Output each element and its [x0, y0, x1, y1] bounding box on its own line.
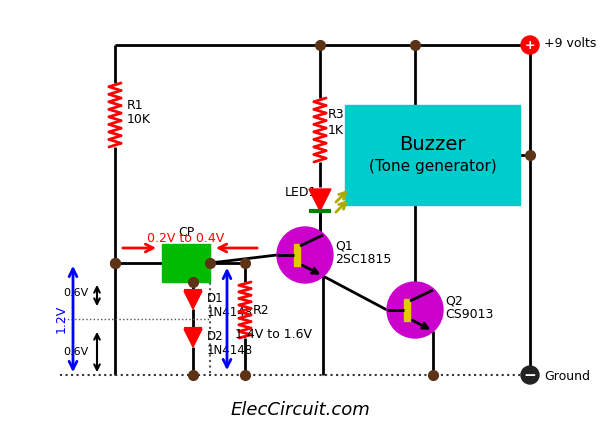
- Bar: [345, 105, 520, 205]
- Text: 2SC1815: 2SC1815: [335, 253, 391, 266]
- Text: Buzzer: Buzzer: [399, 136, 466, 155]
- Text: CS9013: CS9013: [445, 308, 493, 321]
- Text: R2: R2: [253, 303, 269, 316]
- Text: D2: D2: [207, 330, 224, 342]
- Bar: [294, 244, 300, 266]
- Circle shape: [277, 227, 333, 283]
- Text: LED1: LED1: [285, 186, 317, 199]
- Text: Ground: Ground: [544, 371, 590, 383]
- Text: 0.2V to 0.4V: 0.2V to 0.4V: [148, 232, 224, 244]
- Text: 1.2V: 1.2V: [55, 305, 67, 333]
- Polygon shape: [184, 329, 202, 347]
- Text: +: +: [524, 39, 535, 51]
- Text: +9 volts: +9 volts: [544, 36, 596, 50]
- Circle shape: [387, 282, 443, 338]
- Text: 1K: 1K: [328, 124, 344, 137]
- Bar: [162, 244, 210, 282]
- Circle shape: [521, 366, 539, 384]
- Circle shape: [188, 264, 196, 271]
- Text: D1: D1: [207, 291, 224, 304]
- Text: 0.6V: 0.6V: [64, 347, 89, 357]
- Text: 1N4148: 1N4148: [207, 306, 253, 318]
- Text: Q1: Q1: [335, 239, 353, 252]
- Text: 1.4V to 1.6V: 1.4V to 1.6V: [235, 329, 312, 342]
- Text: CP: CP: [178, 226, 194, 239]
- Bar: [404, 299, 410, 321]
- Text: 0.6V: 0.6V: [64, 288, 89, 297]
- Text: ElecCircuit.com: ElecCircuit.com: [230, 401, 370, 419]
- Circle shape: [521, 36, 539, 54]
- Text: (Tone generator): (Tone generator): [368, 160, 496, 175]
- Text: R1: R1: [127, 99, 143, 112]
- Text: R3: R3: [328, 108, 344, 121]
- Text: Q2: Q2: [445, 294, 463, 307]
- Polygon shape: [309, 189, 331, 211]
- Text: 10K: 10K: [127, 113, 151, 126]
- Polygon shape: [184, 291, 202, 309]
- Text: 1N4148: 1N4148: [207, 344, 253, 357]
- Text: −: −: [524, 368, 536, 383]
